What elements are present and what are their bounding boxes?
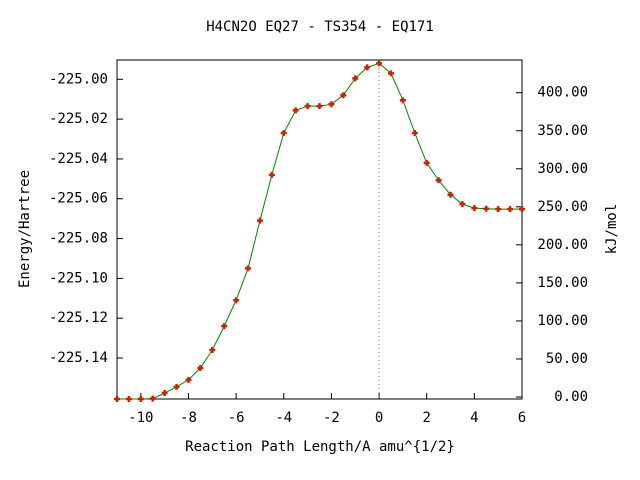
energy-point [376,60,383,67]
energy-point [209,347,216,354]
energy-point [423,159,430,166]
energy-point [114,396,120,402]
y-tick-label: -225.00 [49,71,108,87]
energy-point [137,396,144,402]
energy-point [471,205,478,212]
energy-point [387,70,394,77]
energy-point [519,206,525,213]
y2-tick-label: 300.00 [537,161,588,177]
y2-tick-label: 50.00 [546,351,588,367]
energy-point [447,191,454,198]
y-tick-label: -225.08 [49,231,108,247]
y-tick-label: -225.06 [49,191,108,207]
energy-line [117,62,522,400]
energy-point [364,64,371,71]
energy-point [233,297,240,304]
y2-tick-label: 350.00 [537,123,588,139]
energy-point [149,395,156,402]
energy-point [280,130,287,137]
y-tick-label: -225.12 [49,310,108,326]
y2-tick-label: 0.00 [554,389,588,405]
y2-tick-label: 200.00 [537,237,588,253]
chart-title: H4CN2O EQ27 - TS354 - EQ171 [206,19,434,35]
y-tick-label: -225.10 [49,270,108,286]
y-tick-label: -225.04 [49,151,108,167]
plot-border [116,59,523,400]
energy-point [483,205,490,212]
y-axis-label: Energy/Hartree [17,170,33,288]
energy-point [495,206,502,213]
energy-point [411,130,418,137]
energy-point [340,92,347,99]
y-tick-label: -225.02 [49,111,108,127]
x-tick-label: -10 [128,410,153,426]
energy-point [399,97,406,104]
y2-tick-label: 150.00 [537,275,588,291]
energy-point [304,103,311,110]
energy-point [245,265,252,272]
energy-point [256,217,263,224]
y-tick-label: -225.14 [49,350,108,366]
energy-point [173,383,180,390]
x-tick-label: 2 [422,410,430,426]
x-tick-label: 0 [375,410,383,426]
y2-tick-label: 100.00 [537,313,588,329]
energy-point [125,396,132,402]
energy-point [292,107,299,114]
energy-point [197,364,204,371]
x-axis-label: Reaction Path Length/A amu^{1/2} [185,439,455,455]
energy-point [185,376,192,383]
x-tick-label: 6 [518,410,526,426]
energy-point [161,390,168,397]
energy-point [316,103,323,110]
x-tick-label: -2 [323,410,340,426]
energy-point [352,75,359,82]
energy-point [268,171,275,178]
energy-point [459,201,466,208]
x-tick-label: -6 [228,410,245,426]
y2-tick-label: 250.00 [537,199,588,215]
x-tick-label: -4 [275,410,292,426]
energy-point [328,101,335,108]
energy-point [507,206,514,213]
energy-point [221,323,228,330]
y2-tick-label: 400.00 [537,85,588,101]
y2-axis-label: kJ/mol [604,204,620,255]
energy-point [435,177,442,184]
x-tick-label: -8 [180,410,197,426]
x-tick-label: 4 [470,410,478,426]
